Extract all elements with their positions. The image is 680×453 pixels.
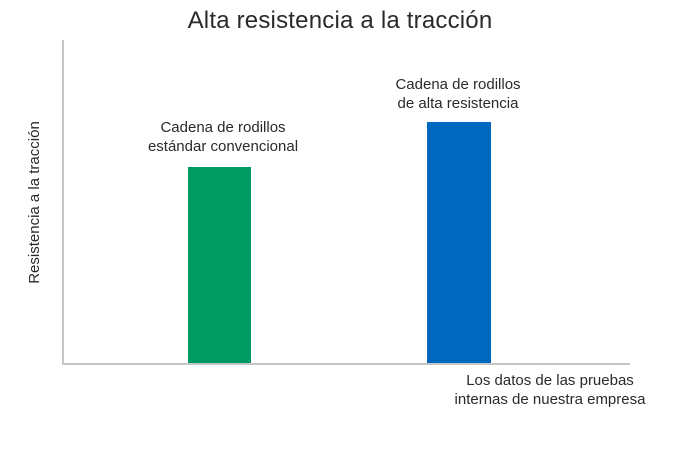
y-axis-label-wrap: Resistencia a la tracción bbox=[18, 40, 50, 365]
chart-title: Alta resistencia a la tracción bbox=[187, 7, 493, 34]
bar-label-high-strength-roller-chain: Cadena de rodillos de alta resistencia bbox=[395, 76, 521, 112]
plot-area bbox=[62, 40, 630, 365]
y-axis-label: Resistencia a la tracción bbox=[25, 121, 43, 284]
bar-standard-roller-chain bbox=[188, 166, 251, 363]
source-annotation: Los datos de las pruebas internas de nue… bbox=[454, 372, 646, 408]
bar-label-standard-roller-chain: Cadena de rodillos estándar convencional bbox=[147, 119, 299, 155]
bar-high-strength-roller-chain bbox=[427, 122, 491, 363]
